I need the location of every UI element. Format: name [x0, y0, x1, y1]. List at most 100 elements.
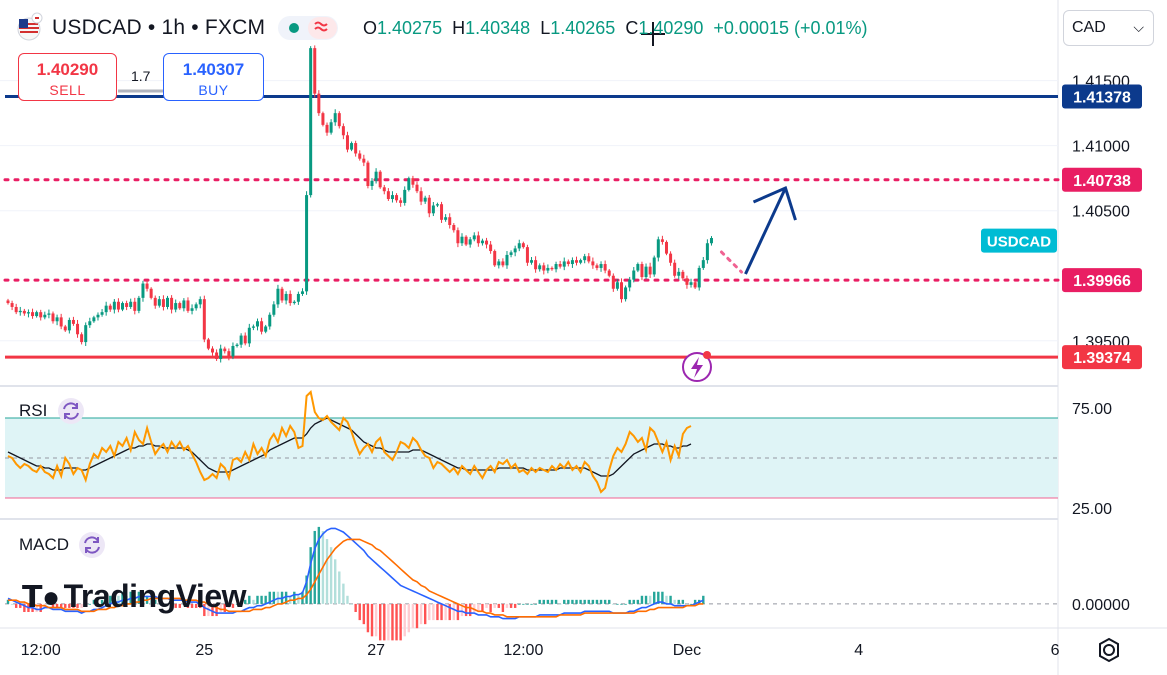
macd-histogram-bar: [186, 603, 190, 608]
candle-body: [444, 217, 448, 220]
macd-histogram-bar: [612, 603, 615, 605]
macd-histogram-bar: [203, 603, 206, 617]
macd-histogram-bar: [571, 599, 574, 604]
market-open-dot-icon: [289, 23, 299, 33]
macd-histogram-bar: [342, 583, 345, 604]
macd-histogram-bar: [104, 595, 108, 604]
macd-histogram-bar: [579, 599, 582, 604]
candle-body: [489, 244, 493, 252]
rsi-tick-label: 75.00: [1072, 401, 1112, 418]
candle-body: [264, 326, 268, 332]
candle-body: [129, 301, 133, 307]
macd-histogram-bar: [575, 599, 578, 604]
candle-body: [615, 282, 619, 289]
candle-body: [358, 153, 362, 159]
macd-histogram-bar: [644, 595, 648, 604]
chevron-down-icon: ⌵: [1133, 19, 1144, 35]
macd-histogram-bar: [235, 603, 239, 605]
candle-body: [149, 288, 153, 298]
macd-title[interactable]: MACD: [19, 535, 70, 554]
macd-histogram-bar: [432, 603, 435, 621]
candle-body: [423, 197, 427, 202]
macd-histogram-bar: [632, 599, 635, 604]
macd-histogram-bar: [199, 603, 202, 608]
candle-body: [104, 305, 108, 313]
candle-body: [84, 325, 88, 343]
macd-histogram-bar: [190, 603, 194, 608]
candle-body: [333, 113, 337, 123]
candle-body: [133, 301, 137, 311]
rsi-title[interactable]: RSI: [19, 401, 48, 420]
settings-icon[interactable]: [1099, 637, 1119, 663]
candle-body: [121, 303, 125, 310]
macd-histogram-bar: [39, 603, 42, 612]
tradingview-logo[interactable]: 𝗧● TradingView: [22, 578, 247, 615]
rsi-settings-icon[interactable]: [58, 398, 84, 424]
macd-histogram-bar: [505, 603, 509, 608]
symbol-title[interactable]: USDCAD • 1h • FXCM: [52, 16, 266, 39]
macd-histogram-bar: [19, 603, 22, 608]
macd-histogram-bar: [346, 595, 349, 604]
price-axis[interactable]: 1.415001.410001.405001.395001.413781.407…: [981, 74, 1142, 370]
macd-histogram-bar: [305, 575, 308, 604]
macd-histogram-bar: [264, 595, 267, 604]
candle-body: [125, 303, 129, 307]
macd-histogram-bar: [260, 595, 263, 604]
macd-histogram-bar: [477, 603, 480, 612]
candles: [6, 45, 713, 363]
sell-price: 1.40290: [36, 60, 99, 79]
price-level-tag-text: 1.40738: [1073, 173, 1131, 190]
candle-body: [354, 143, 358, 154]
macd-histogram-bar: [395, 603, 398, 641]
currency-select[interactable]: CAD ⌵: [1063, 10, 1154, 46]
macd-settings-icon[interactable]: [79, 532, 105, 558]
lightning-alert-icon[interactable]: [682, 351, 712, 382]
candle-body: [280, 288, 284, 301]
candle-body: [411, 178, 415, 185]
candle-body: [10, 303, 14, 307]
ohlc-open-key: O: [363, 18, 378, 38]
macd-histogram-bar: [444, 603, 447, 621]
candle-body: [669, 253, 673, 263]
candle-body: [141, 283, 145, 298]
signal-line: [8, 538, 704, 618]
market-status-pill[interactable]: [278, 16, 338, 40]
macd-histogram-bar: [546, 599, 550, 604]
macd-histogram-bar: [428, 603, 431, 621]
candle-body: [407, 178, 411, 190]
projection-arrow: [719, 185, 797, 275]
macd-histogram-bar: [362, 603, 366, 625]
price-level-tag: [1062, 345, 1142, 370]
macd-histogram-bar: [350, 603, 353, 605]
candle-body: [67, 319, 71, 331]
time-axis[interactable]: 12:00 25 27 12:00 Dec 4 6: [21, 642, 1060, 659]
macd-histogram-bar: [624, 603, 627, 605]
macd-histogram-bar: [534, 603, 537, 605]
candle-body: [18, 310, 22, 313]
us-ca-flag-icon: [17, 12, 43, 41]
sell-button[interactable]: 1.40290 SELL: [18, 53, 117, 101]
candle-body: [80, 334, 84, 343]
macd-histogram-bar: [640, 595, 644, 604]
macd-histogram-bar: [436, 603, 439, 621]
candle-body: [31, 312, 35, 317]
price-level-tag-text: 1.39374: [1073, 350, 1131, 367]
macd-histogram-bar: [501, 603, 505, 612]
candle-body: [272, 304, 276, 315]
candle-body: [656, 239, 660, 258]
candle-body: [505, 254, 509, 266]
candle-body: [71, 319, 75, 324]
candle-body: [570, 260, 574, 265]
candle-body: [284, 293, 288, 301]
price-levels[interactable]: [3, 95, 1060, 359]
macd-histogram-bar: [47, 603, 51, 605]
candle-body: [685, 278, 689, 285]
macd-histogram-bar: [80, 603, 83, 608]
macd-histogram-bar: [309, 547, 312, 604]
macd-histogram-bar: [522, 603, 525, 605]
macd-histogram-bar: [665, 595, 668, 604]
buy-button[interactable]: 1.40307 BUY: [163, 53, 264, 101]
projection-line: [744, 187, 787, 275]
candle-body: [435, 204, 439, 206]
